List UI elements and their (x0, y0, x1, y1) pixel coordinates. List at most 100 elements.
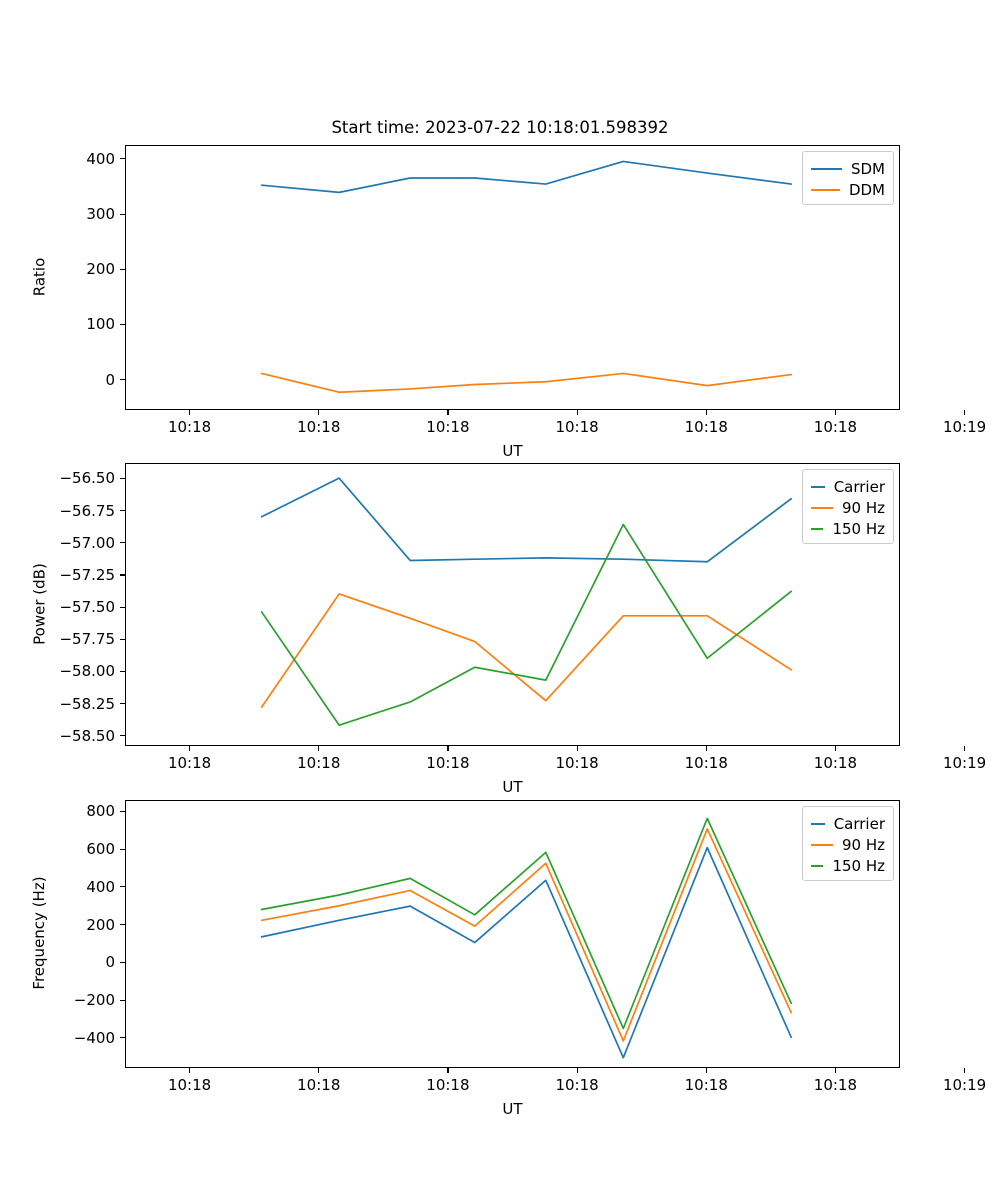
y-tick-label: −57.50 (59, 598, 115, 617)
x-tick-label: 10:18 (555, 418, 599, 436)
x-tick-mark (318, 746, 320, 751)
x-tick-mark (576, 410, 578, 415)
series-line-150-hz (260, 817, 793, 1030)
x-tick-mark (576, 1068, 578, 1073)
legend-label: 90 Hz (841, 498, 885, 517)
y-tick-label: −58.25 (59, 694, 115, 713)
x-tick-label: 10:18 (813, 418, 858, 436)
legend-entry: DDM (811, 179, 885, 200)
y-tick-mark (120, 638, 125, 640)
y-tick-label: 400 (86, 877, 115, 896)
y-tick-label: −58.50 (59, 726, 115, 745)
y-tick-mark (120, 886, 125, 888)
x-tick-label: 10:18 (297, 1076, 341, 1094)
y-tick-mark (120, 477, 125, 480)
y-tick-label: 0 (105, 953, 115, 972)
x-tick-label: 10:18 (684, 1076, 728, 1094)
y-tick-label: −58.00 (59, 662, 115, 681)
ratio-x-axis-label: UT (502, 442, 523, 460)
frequency-plot-lines (260, 817, 793, 1059)
y-tick-mark (120, 606, 125, 608)
legend-entry: 90 Hz (811, 834, 885, 855)
y-tick-mark (120, 924, 125, 926)
x-tick-label: 10:18 (167, 1076, 212, 1094)
x-tick-label: 10:18 (426, 418, 470, 436)
x-tick-mark (834, 1068, 836, 1073)
x-tick-label: 10:18 (297, 754, 341, 772)
x-tick-mark (834, 746, 836, 751)
y-tick-label: −57.00 (59, 533, 115, 552)
power-y-axis-label: Power (dB) (30, 562, 48, 645)
y-tick-mark (120, 703, 125, 705)
legend-entry: 150 Hz (811, 518, 885, 539)
legend-entry: SDM (811, 158, 885, 179)
y-tick-label: 400 (86, 149, 115, 168)
legend-line-swatch (811, 188, 840, 191)
legend-label: Carrier (833, 477, 885, 496)
x-tick-mark (318, 1068, 320, 1073)
y-tick-mark (120, 999, 125, 1001)
x-tick-mark (964, 410, 966, 415)
legend-line-swatch (811, 485, 825, 488)
x-tick-mark (964, 1068, 966, 1073)
series-line-sdm (260, 160, 793, 194)
ratio-plot-lines (260, 160, 793, 394)
legend-line-swatch (811, 506, 833, 509)
y-tick-label: −200 (73, 991, 115, 1010)
subplot-ratio (125, 145, 900, 410)
x-tick-label: 10:18 (297, 418, 341, 436)
x-tick-mark (447, 1068, 449, 1073)
y-tick-label: −56.75 (59, 501, 115, 520)
x-tick-mark (705, 746, 707, 751)
legend-label: Carrier (833, 814, 885, 833)
y-tick-mark (120, 574, 125, 576)
x-tick-mark (189, 410, 191, 415)
y-tick-mark (120, 1037, 125, 1039)
y-tick-label: −57.25 (59, 565, 115, 584)
legend-line-swatch (811, 864, 824, 867)
x-tick-label: 10:19 (942, 418, 987, 436)
x-tick-label: 10:19 (942, 1076, 987, 1094)
power-x-axis-label: UT (502, 778, 523, 796)
power-legend: Carrier 90 Hz 150 Hz (802, 469, 894, 544)
y-tick-label: 600 (86, 840, 115, 859)
x-tick-label: 10:18 (555, 754, 599, 772)
legend-line-swatch (811, 167, 842, 170)
series-line-90-hz (260, 828, 793, 1042)
figure-title: Start time: 2023-07-22 10:18:01.598392 (331, 118, 669, 137)
legend-entry: 90 Hz (811, 497, 885, 518)
series-line-carrier (260, 846, 793, 1059)
y-tick-label: −57.75 (59, 630, 115, 649)
y-tick-label: 200 (86, 915, 115, 934)
x-tick-label: 10:18 (426, 1076, 470, 1094)
legend-line-swatch (811, 822, 825, 825)
y-tick-mark (120, 268, 125, 270)
x-tick-label: 10:18 (813, 754, 858, 772)
y-tick-label: −56.50 (59, 469, 115, 488)
x-tick-mark (447, 410, 449, 415)
legend-entry: Carrier (811, 813, 885, 834)
x-tick-label: 10:18 (684, 754, 728, 772)
x-tick-mark (576, 746, 578, 751)
series-line-90-hz (260, 593, 793, 708)
x-tick-mark (834, 410, 836, 415)
series-line-ddm (260, 372, 793, 394)
x-tick-label: 10:18 (813, 1076, 858, 1094)
y-tick-label: 200 (86, 260, 115, 279)
legend-entry: 150 Hz (811, 855, 885, 876)
y-tick-mark (120, 670, 125, 672)
legend-label: SDM (850, 159, 885, 178)
series-line-150-hz (260, 523, 793, 726)
x-tick-label: 10:19 (942, 754, 987, 772)
y-tick-label: 0 (105, 370, 115, 389)
y-tick-mark (120, 323, 125, 326)
y-tick-label: 300 (86, 205, 115, 223)
y-tick-mark (120, 213, 125, 215)
y-tick-mark (120, 542, 125, 544)
frequency-y-axis-label: Frequency (Hz) (30, 876, 48, 990)
x-tick-mark (189, 746, 191, 751)
legend-label: DDM (848, 180, 885, 199)
y-tick-mark (120, 158, 125, 160)
subplot-power (125, 463, 900, 746)
